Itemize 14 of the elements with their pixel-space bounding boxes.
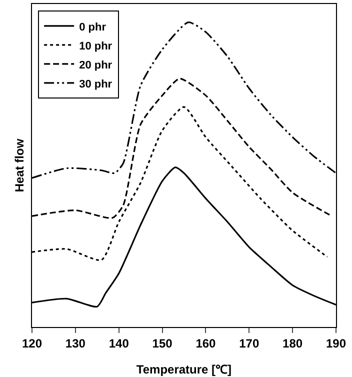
x-tick-label: 180: [282, 336, 303, 350]
legend-label: 20 phr: [79, 59, 113, 72]
legend-label: 10 phr: [79, 40, 113, 52]
x-tick-label: 120: [22, 336, 42, 350]
y-axis-title: Heat flow: [12, 138, 26, 192]
x-tick-label: 160: [196, 336, 216, 350]
legend-label: 0 phr: [79, 21, 107, 34]
x-axis-title: Temperature [℃]: [136, 362, 232, 376]
x-tick-label: 140: [108, 336, 130, 350]
x-tick-label: 150: [152, 336, 173, 350]
x-tick-label: 190: [326, 336, 346, 350]
x-tick-label: 170: [239, 336, 260, 350]
legend-label: 30 phr: [79, 78, 113, 90]
x-tick-label: 130: [65, 336, 86, 350]
